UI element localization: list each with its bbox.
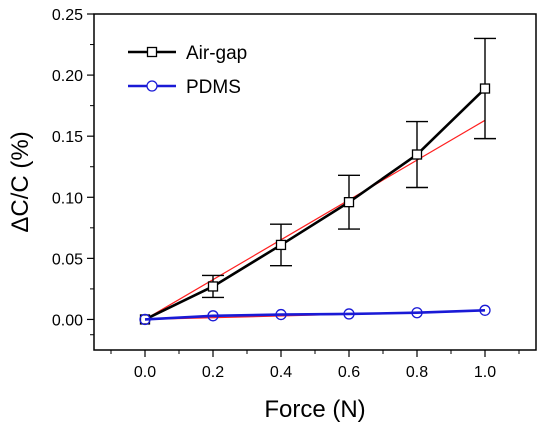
data-point <box>275 308 287 321</box>
x-tick-label: 1.0 <box>474 364 496 381</box>
data-point <box>479 83 491 94</box>
x-tick-label: 0.4 <box>270 364 292 381</box>
data-point <box>479 304 491 316</box>
data-point <box>207 281 219 292</box>
x-tick-label: 0.0 <box>134 364 156 381</box>
fit-line <box>144 119 486 320</box>
data-point <box>343 197 355 208</box>
data-point <box>207 310 219 322</box>
legend-marker <box>146 80 158 92</box>
data-point <box>343 308 355 320</box>
y-tick-label: 0.05 <box>52 251 83 268</box>
plot-frame <box>93 13 537 351</box>
y-tick-label: 0.15 <box>52 129 83 146</box>
data-point <box>275 239 287 251</box>
series-line <box>144 87 486 321</box>
legend-label: Air-gap <box>186 43 247 64</box>
series-line <box>144 308 486 321</box>
series-pdms <box>139 304 491 326</box>
x-tick-label: 0.6 <box>338 364 360 381</box>
y-tick-label: 0.25 <box>52 7 83 24</box>
y-tick-label: 0.10 <box>52 190 83 207</box>
data-point <box>411 307 423 319</box>
legend-label: PDMS <box>186 77 241 98</box>
series-layer <box>139 37 496 326</box>
legend-marker <box>146 46 158 58</box>
y-tick-label: 0.20 <box>52 68 83 85</box>
y-tick-label: 0.00 <box>52 312 83 329</box>
y-axis-title: ΔC/C (%) <box>7 131 34 232</box>
data-point <box>411 149 423 160</box>
data-point <box>139 313 151 326</box>
legend: Air-gap PDMS <box>128 43 247 98</box>
x-tick-label: 0.2 <box>202 364 224 381</box>
ticks-layer: 0.0 0.2 0.4 0.6 0.8 1.0 0.00 0.05 0.10 0.15 0.20 0.… <box>52 7 520 381</box>
x-axis-title: Force (N) <box>264 396 365 423</box>
fit-lines-layer <box>144 119 486 321</box>
series-air-gap <box>139 37 496 325</box>
x-tick-label: 0.8 <box>406 364 428 381</box>
